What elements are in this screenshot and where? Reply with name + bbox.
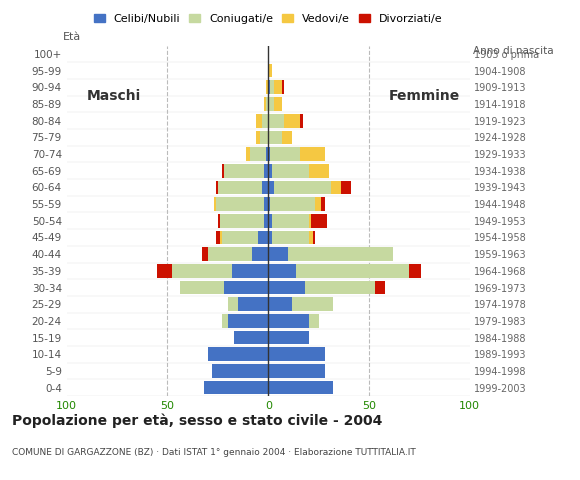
Bar bbox=[282, 131, 292, 144]
Bar bbox=[409, 264, 422, 278]
Bar bbox=[218, 180, 262, 194]
Bar bbox=[266, 97, 268, 111]
Bar bbox=[268, 64, 272, 77]
Bar bbox=[375, 281, 385, 294]
Bar bbox=[314, 197, 321, 211]
Bar bbox=[157, 264, 172, 278]
Bar bbox=[268, 264, 296, 278]
Bar bbox=[292, 298, 333, 311]
Bar bbox=[268, 331, 309, 345]
Bar bbox=[260, 131, 268, 144]
Bar bbox=[268, 131, 282, 144]
Bar bbox=[266, 81, 268, 94]
Bar bbox=[256, 114, 262, 128]
Bar bbox=[250, 147, 266, 161]
Text: Età: Età bbox=[63, 32, 81, 42]
Bar bbox=[246, 147, 250, 161]
Bar bbox=[222, 314, 228, 328]
Bar bbox=[309, 231, 313, 244]
Bar bbox=[216, 197, 264, 211]
Bar bbox=[309, 214, 310, 228]
Text: Popolazione per età, sesso e stato civile - 2004: Popolazione per età, sesso e stato civil… bbox=[12, 413, 382, 428]
Bar bbox=[268, 364, 325, 378]
Bar bbox=[216, 231, 220, 244]
Bar bbox=[268, 114, 284, 128]
Bar bbox=[264, 164, 268, 178]
Bar bbox=[331, 180, 341, 194]
Bar bbox=[216, 180, 218, 194]
Bar bbox=[268, 147, 270, 161]
Bar bbox=[274, 81, 282, 94]
Bar bbox=[268, 180, 274, 194]
Bar bbox=[180, 281, 224, 294]
Bar bbox=[232, 264, 268, 278]
Bar bbox=[222, 164, 224, 178]
Bar bbox=[266, 147, 268, 161]
Bar bbox=[252, 247, 268, 261]
Bar bbox=[300, 114, 303, 128]
Bar bbox=[258, 231, 268, 244]
Bar bbox=[220, 214, 264, 228]
Text: Maschi: Maschi bbox=[87, 89, 141, 103]
Legend: Celibi/Nubili, Coniugati/e, Vedovi/e, Divorziati/e: Celibi/Nubili, Coniugati/e, Vedovi/e, Di… bbox=[89, 9, 447, 28]
Bar bbox=[262, 114, 268, 128]
Bar bbox=[304, 281, 375, 294]
Bar bbox=[268, 97, 274, 111]
Bar bbox=[272, 164, 309, 178]
Bar bbox=[274, 97, 282, 111]
Bar bbox=[228, 298, 238, 311]
Bar bbox=[264, 214, 268, 228]
Bar bbox=[208, 348, 268, 361]
Bar bbox=[300, 147, 325, 161]
Bar bbox=[264, 197, 268, 211]
Bar bbox=[296, 264, 409, 278]
Bar bbox=[214, 197, 216, 211]
Bar bbox=[268, 381, 333, 395]
Bar bbox=[220, 231, 222, 244]
Bar bbox=[268, 298, 292, 311]
Bar bbox=[284, 114, 300, 128]
Bar bbox=[212, 364, 268, 378]
Bar bbox=[309, 164, 329, 178]
Bar bbox=[310, 214, 327, 228]
Bar bbox=[238, 298, 268, 311]
Bar bbox=[341, 180, 351, 194]
Bar bbox=[268, 314, 309, 328]
Bar bbox=[268, 247, 288, 261]
Text: Femmine: Femmine bbox=[389, 89, 461, 103]
Bar bbox=[309, 314, 318, 328]
Bar bbox=[224, 164, 264, 178]
Bar bbox=[268, 214, 272, 228]
Bar bbox=[218, 214, 220, 228]
Bar bbox=[224, 281, 268, 294]
Bar bbox=[321, 197, 325, 211]
Bar bbox=[274, 180, 331, 194]
Bar bbox=[202, 247, 208, 261]
Bar bbox=[313, 231, 314, 244]
Bar bbox=[264, 97, 266, 111]
Bar bbox=[270, 197, 314, 211]
Text: COMUNE DI GARGAZZONE (BZ) · Dati ISTAT 1° gennaio 2004 · Elaborazione TUTTITALIA: COMUNE DI GARGAZZONE (BZ) · Dati ISTAT 1… bbox=[12, 448, 415, 457]
Bar bbox=[282, 81, 284, 94]
Bar bbox=[272, 231, 309, 244]
Bar bbox=[172, 264, 232, 278]
Bar bbox=[268, 348, 325, 361]
Bar bbox=[268, 281, 305, 294]
Bar bbox=[268, 231, 272, 244]
Bar bbox=[228, 314, 268, 328]
Bar bbox=[234, 331, 268, 345]
Bar bbox=[204, 381, 268, 395]
Bar bbox=[222, 231, 258, 244]
Bar bbox=[262, 180, 268, 194]
Bar bbox=[288, 247, 393, 261]
Bar bbox=[270, 147, 300, 161]
Bar bbox=[268, 164, 272, 178]
Bar bbox=[268, 81, 270, 94]
Bar bbox=[256, 131, 260, 144]
Bar bbox=[268, 197, 270, 211]
Bar bbox=[272, 214, 309, 228]
Bar bbox=[270, 81, 274, 94]
Bar bbox=[208, 247, 252, 261]
Text: Anno di nascita: Anno di nascita bbox=[473, 46, 553, 56]
